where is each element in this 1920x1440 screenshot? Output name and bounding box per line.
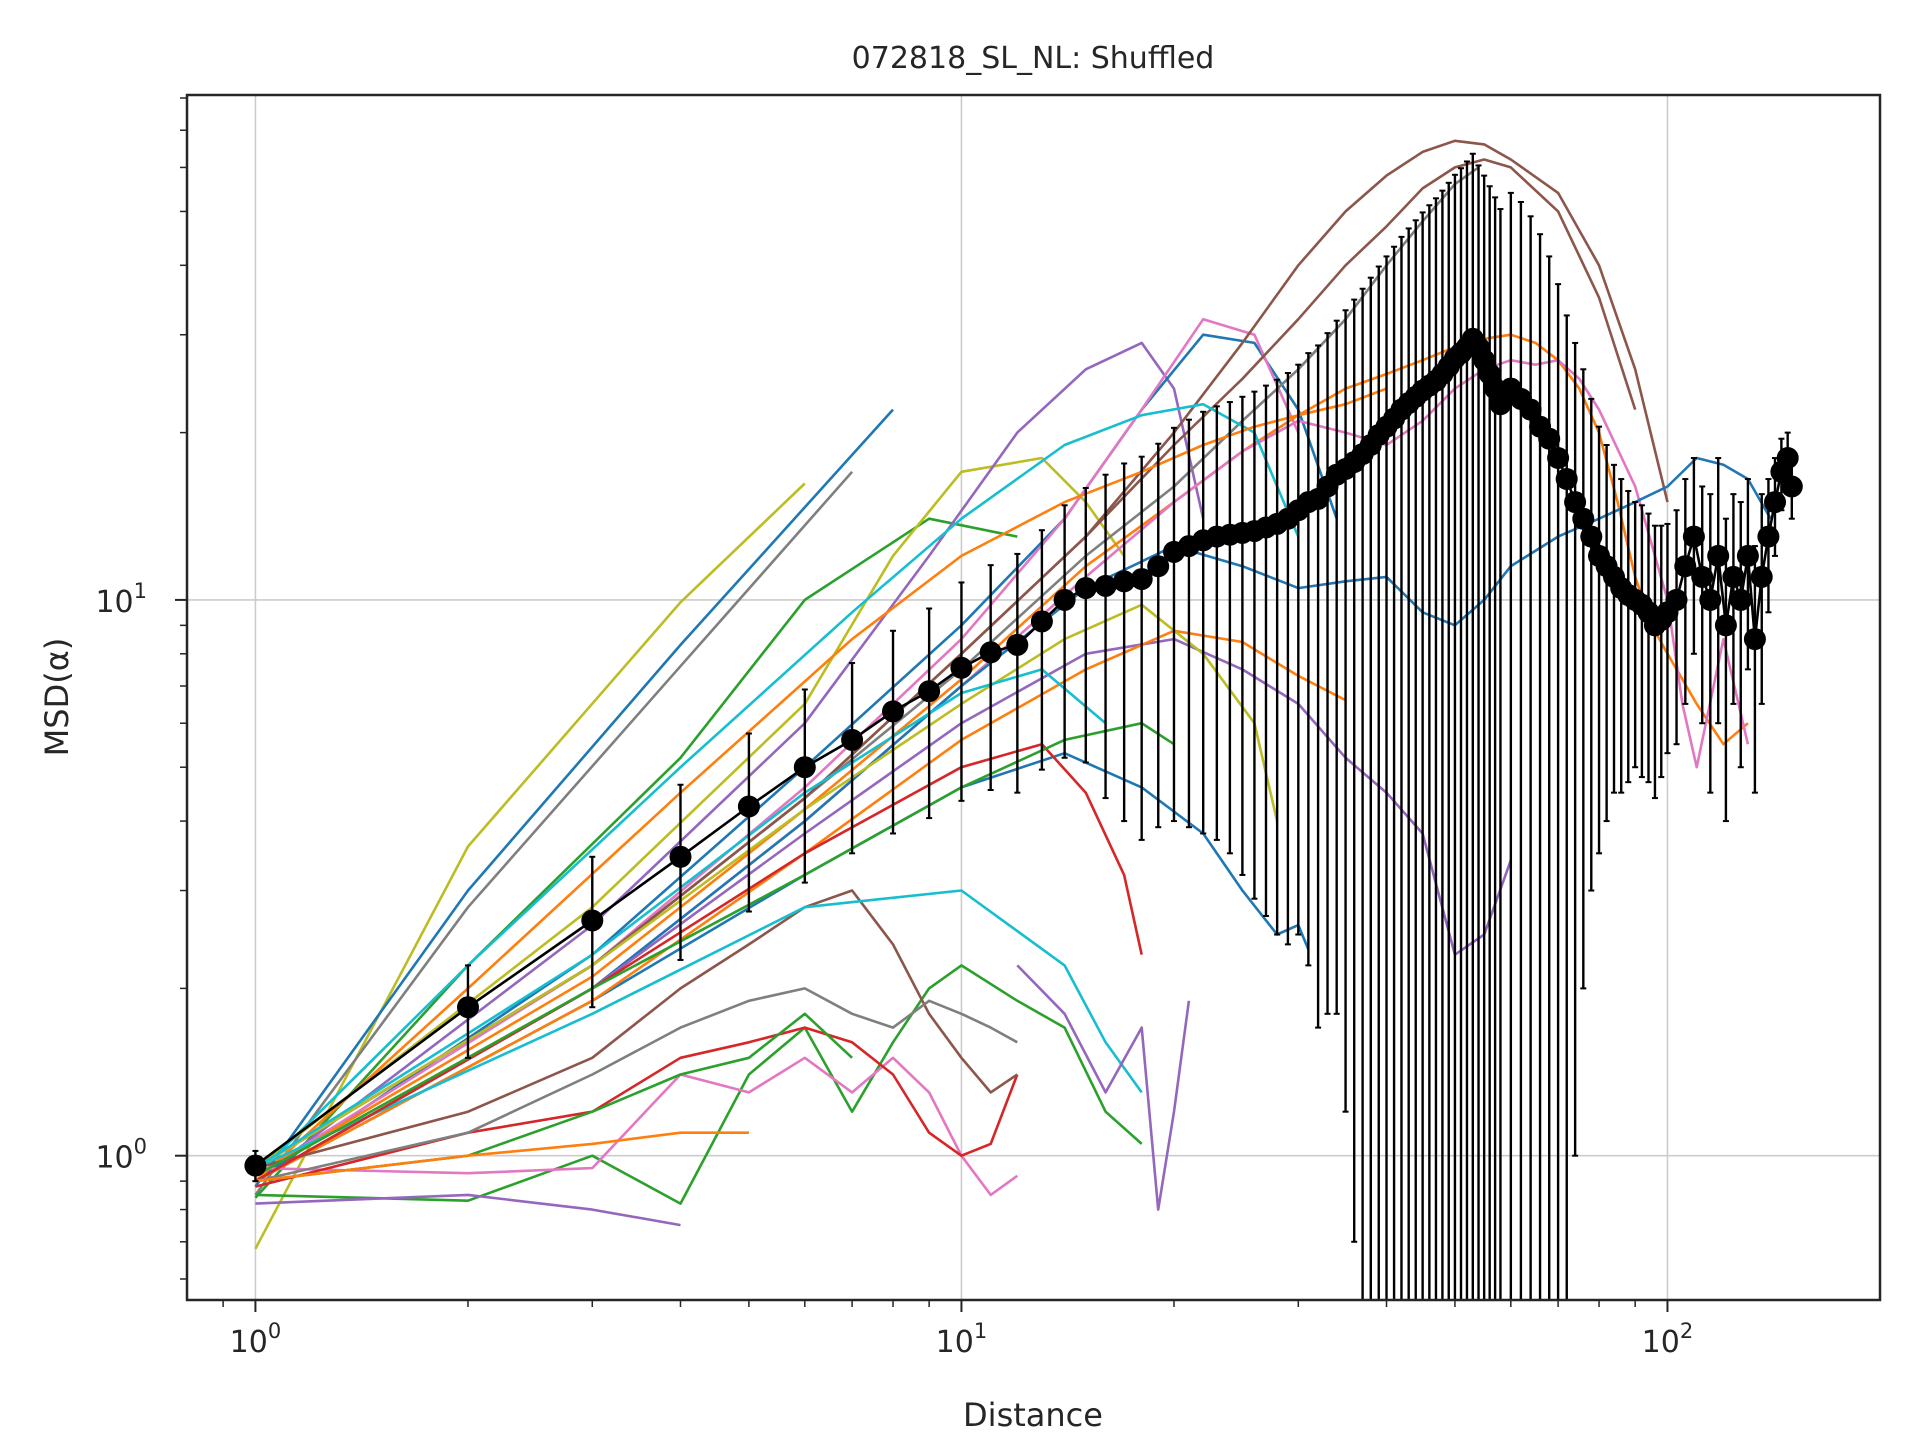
series-line-0: [254, 482, 806, 1250]
mean-point: [1564, 491, 1587, 514]
mean-point: [457, 996, 479, 1019]
x-tick-exp: 2: [1680, 1319, 1693, 1343]
mean-point: [1714, 614, 1737, 637]
series-line-5: [254, 341, 1205, 1183]
y-tick-label: 100: [95, 1135, 147, 1176]
y-tick-exp: 1: [134, 579, 147, 603]
mean-point: [979, 641, 1002, 664]
y-tick-base: 10: [95, 1141, 133, 1176]
series-line-26: [1016, 964, 1191, 1211]
y-tick-exp: 0: [134, 1135, 147, 1159]
mean-point: [1094, 574, 1117, 597]
mean-point: [1707, 544, 1730, 567]
series-line-19: [255, 964, 1143, 1205]
y-tick-base: 10: [95, 585, 133, 620]
series-line-32: [254, 668, 1107, 1170]
series-line-1: [254, 408, 894, 1188]
mean-point: [1674, 555, 1697, 578]
series-line-2: [254, 470, 854, 1196]
mean-point: [1743, 628, 1766, 651]
mean-point: [882, 700, 904, 723]
plot-frame: [185, 93, 1882, 1302]
series-line-25: [254, 889, 1143, 1170]
x-tick-exp: 1: [974, 1319, 987, 1343]
mean-layer: [244, 152, 1803, 1300]
mean-point: [1757, 525, 1780, 548]
x-tick-base: 10: [1642, 1325, 1680, 1360]
mean-point: [1555, 468, 1578, 490]
mean-point: [1113, 570, 1136, 593]
mean-point: [1691, 565, 1714, 588]
series-line-18: [254, 387, 1387, 1183]
mean-point: [1580, 525, 1603, 548]
mean-point: [1736, 544, 1759, 567]
x-axis-label: Distance: [963, 1396, 1103, 1434]
mean-point: [1665, 588, 1688, 611]
x-tick-base: 10: [936, 1325, 974, 1360]
mean-point: [244, 1154, 267, 1177]
series-line-20: [255, 1056, 1019, 1197]
x-tick-label: 101: [936, 1319, 988, 1360]
series-line-4: [254, 456, 1126, 1170]
mean-point: [1682, 525, 1705, 548]
mean-point: [737, 795, 760, 818]
mean-point: [1053, 588, 1076, 611]
mean-point: [793, 756, 816, 779]
mean-point: [1147, 555, 1170, 578]
mean-point: [1780, 475, 1803, 498]
mean-point: [1006, 633, 1029, 656]
mean-point: [1722, 565, 1745, 588]
series-line-28: [255, 987, 1018, 1183]
mean-point: [1750, 565, 1773, 588]
mean-point: [1030, 610, 1053, 633]
mean-point: [918, 680, 941, 703]
series-line-22: [255, 1193, 681, 1227]
series-line-24: [255, 889, 1019, 1170]
series-line-27: [254, 742, 1143, 1183]
mean-point: [581, 909, 604, 932]
x-tick-base: 10: [230, 1325, 268, 1360]
y-tick-label: 101: [95, 579, 147, 620]
mean-point: [1074, 577, 1097, 600]
mean-point: [1764, 491, 1786, 514]
series-line-31: [255, 1131, 749, 1183]
mean-point: [1776, 447, 1799, 469]
x-tick-label: 102: [1642, 1319, 1694, 1360]
series-line-3: [254, 517, 1018, 1199]
mean-point: [950, 656, 973, 679]
y-axis-label: MSD(α): [38, 638, 76, 757]
mean-point: [1489, 393, 1512, 416]
mean-point: [1130, 568, 1153, 591]
mean-point: [669, 845, 692, 868]
x-tick-exp: 0: [268, 1319, 281, 1343]
mean-point: [1538, 427, 1561, 450]
chart-title: 072818_SL_NL: Shuffled: [852, 41, 1215, 76]
series-line-10: [254, 139, 1669, 1170]
mean-point: [1547, 447, 1570, 469]
mean-point: [1699, 588, 1722, 611]
mean-point: [841, 728, 864, 751]
x-tick-label: 100: [230, 1319, 282, 1360]
mean-point: [1572, 507, 1595, 530]
mean-point: [1519, 398, 1542, 421]
mean-point: [1729, 588, 1752, 611]
